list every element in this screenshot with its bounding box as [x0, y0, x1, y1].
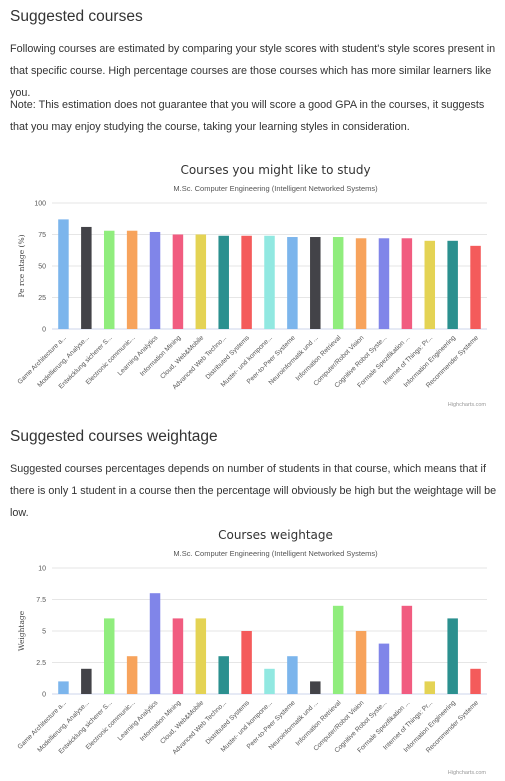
weightage-paragraph: Suggested courses percentages depends on… [10, 463, 497, 519]
y-tick-label: 100 [34, 201, 46, 208]
chart-courses-percentage: Courses you might like to study M.Sc. Com… [0, 155, 505, 410]
bar [218, 656, 229, 694]
bar [447, 240, 458, 329]
y-tick-label: 10 [38, 566, 46, 573]
chart-subtitle: M.Sc. Computer Engineering (Intelligent … [173, 549, 378, 558]
bar [241, 631, 252, 694]
intro-paragraph: Following courses are estimated by compa… [10, 43, 496, 99]
chart-title: Courses you might like to study [180, 163, 370, 177]
bar [378, 238, 390, 329]
chart-subtitle: M.Sc. Computer Engineering (Intelligent … [173, 184, 378, 193]
bar [355, 238, 367, 329]
bar [172, 618, 184, 694]
chart-svg: Courses you might like to study M.Sc. Com… [17, 163, 487, 408]
bar [126, 656, 138, 694]
bar [424, 681, 436, 694]
bar [218, 235, 229, 329]
y-tick-label: 0 [42, 692, 46, 699]
bar [58, 219, 69, 329]
note-paragraph: Note: This estimation does not guarantee… [10, 99, 485, 133]
bar [195, 234, 207, 329]
bar [103, 618, 115, 694]
bar [470, 245, 481, 329]
y-tick-label: 2.5 [36, 660, 46, 667]
x-tick-label: Information Mining [139, 334, 183, 378]
bar [424, 240, 436, 329]
x-tick-label: Cloud, Web&Mobile [159, 334, 205, 380]
bar [470, 668, 481, 694]
y-tick-label: 50 [38, 264, 46, 271]
bar [332, 237, 344, 329]
x-tick-label: Information Mining [139, 699, 183, 743]
bar [401, 238, 413, 329]
bar [81, 226, 92, 329]
bar [103, 230, 115, 329]
bar [58, 681, 69, 694]
y-tick-label: 5 [42, 629, 46, 636]
bar [310, 681, 321, 694]
chart-svg: Courses weightage M.Sc. Computer Engineer… [17, 528, 487, 776]
bar [378, 643, 390, 694]
bar [447, 618, 458, 694]
bar [149, 231, 161, 329]
bar [332, 605, 344, 694]
bar [241, 235, 252, 329]
chart-credit: Highcharts.com [448, 770, 487, 776]
x-tick-label: Cloud, Web&Mobile [159, 699, 205, 745]
x-tick-label: Learning Analytics [117, 334, 160, 377]
y-tick-label: 75 [38, 232, 46, 239]
y-axis-label: Pe rce ntage (%) [17, 234, 26, 297]
bar [172, 234, 184, 329]
bar [287, 237, 298, 329]
y-tick-label: 7.5 [36, 597, 46, 604]
bar [310, 237, 321, 329]
chart-courses-weightage: Courses weightage M.Sc. Computer Engineer… [0, 520, 505, 778]
chart-credit: Highcharts.com [448, 402, 487, 408]
bar [287, 656, 298, 694]
x-tick-label: Distributed Systems [205, 334, 252, 381]
bar [401, 605, 413, 694]
x-tick-label: Learning Analytics [117, 699, 160, 742]
section-heading-weightage: Suggested courses weightage [10, 428, 218, 445]
section-heading-suggested-courses: Suggested courses [10, 8, 143, 25]
bar [126, 230, 138, 329]
bar [355, 631, 367, 694]
y-tick-label: 25 [38, 295, 46, 302]
y-axis-label: Weightage [17, 610, 26, 651]
bar [264, 668, 275, 694]
y-tick-label: 0 [42, 327, 46, 334]
bar [81, 668, 92, 694]
bar [264, 235, 275, 329]
bar [195, 618, 207, 694]
x-tick-label: Distributed Systems [205, 699, 252, 746]
bar [149, 593, 161, 694]
chart-title: Courses weightage [218, 528, 333, 542]
